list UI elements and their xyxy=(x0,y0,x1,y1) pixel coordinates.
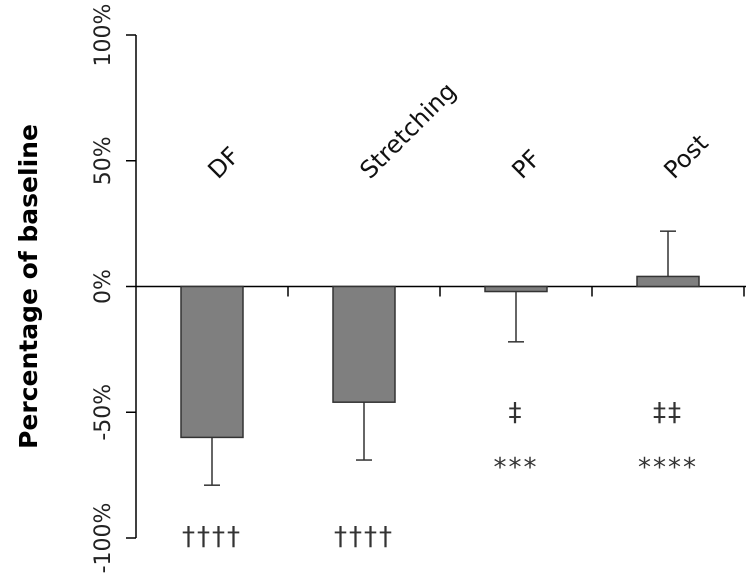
bar xyxy=(636,275,700,288)
y-tick-label: -50% xyxy=(91,384,116,441)
y-tick-label: -100% xyxy=(91,503,116,574)
significance-annotation: ‡ xyxy=(509,398,524,428)
significance-annotation: **** xyxy=(638,453,698,483)
y-axis-title: Percentage of baseline xyxy=(14,124,43,449)
significance-annotation: *** xyxy=(494,453,539,483)
y-tick-label: 100% xyxy=(91,4,116,67)
bar xyxy=(180,285,244,439)
bar xyxy=(484,285,548,293)
bar xyxy=(332,285,396,403)
category-label: Post xyxy=(658,129,713,184)
category-label: DF xyxy=(202,142,245,185)
category-label: PF xyxy=(506,144,546,184)
category-label: Stretching xyxy=(354,77,461,184)
bars xyxy=(180,230,700,486)
significance-annotation: †††† xyxy=(182,522,242,552)
y-tick-label: 0% xyxy=(91,269,116,304)
significance-annotation: ‡‡ xyxy=(653,398,683,428)
y-tick-label: 50% xyxy=(91,136,116,185)
significance-annotation: †††† xyxy=(334,522,394,552)
